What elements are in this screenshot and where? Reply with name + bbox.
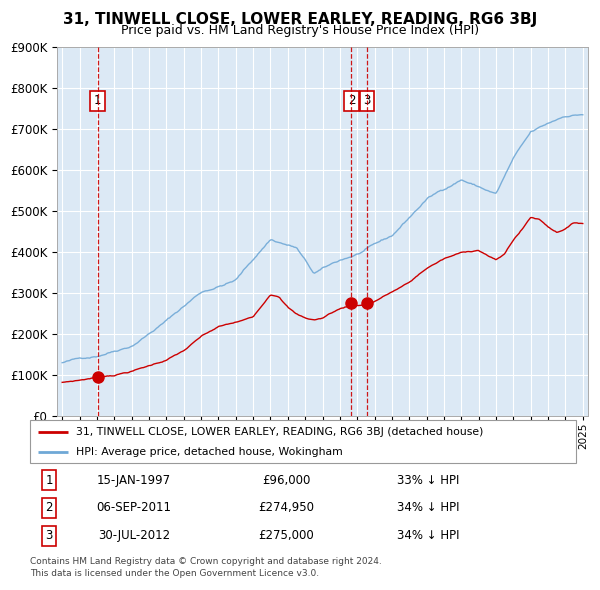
Text: 1: 1 [94,94,101,107]
Text: 2: 2 [348,94,355,107]
Text: 2: 2 [46,502,53,514]
Text: 34% ↓ HPI: 34% ↓ HPI [397,502,460,514]
Text: 30-JUL-2012: 30-JUL-2012 [98,529,170,542]
Text: 34% ↓ HPI: 34% ↓ HPI [397,529,460,542]
Text: Price paid vs. HM Land Registry's House Price Index (HPI): Price paid vs. HM Land Registry's House … [121,24,479,37]
Text: £274,950: £274,950 [259,502,314,514]
Text: HPI: Average price, detached house, Wokingham: HPI: Average price, detached house, Woki… [76,447,343,457]
FancyBboxPatch shape [30,420,576,463]
Text: 33% ↓ HPI: 33% ↓ HPI [397,474,460,487]
Text: 15-JAN-1997: 15-JAN-1997 [97,474,171,487]
Text: 31, TINWELL CLOSE, LOWER EARLEY, READING, RG6 3BJ: 31, TINWELL CLOSE, LOWER EARLEY, READING… [63,12,537,27]
Text: £96,000: £96,000 [262,474,311,487]
Text: 31, TINWELL CLOSE, LOWER EARLEY, READING, RG6 3BJ (detached house): 31, TINWELL CLOSE, LOWER EARLEY, READING… [76,427,484,437]
Text: 3: 3 [364,94,371,107]
Text: Contains HM Land Registry data © Crown copyright and database right 2024.
This d: Contains HM Land Registry data © Crown c… [30,557,382,578]
Text: 1: 1 [46,474,53,487]
Text: 3: 3 [46,529,53,542]
Text: £275,000: £275,000 [259,529,314,542]
Text: 06-SEP-2011: 06-SEP-2011 [96,502,171,514]
